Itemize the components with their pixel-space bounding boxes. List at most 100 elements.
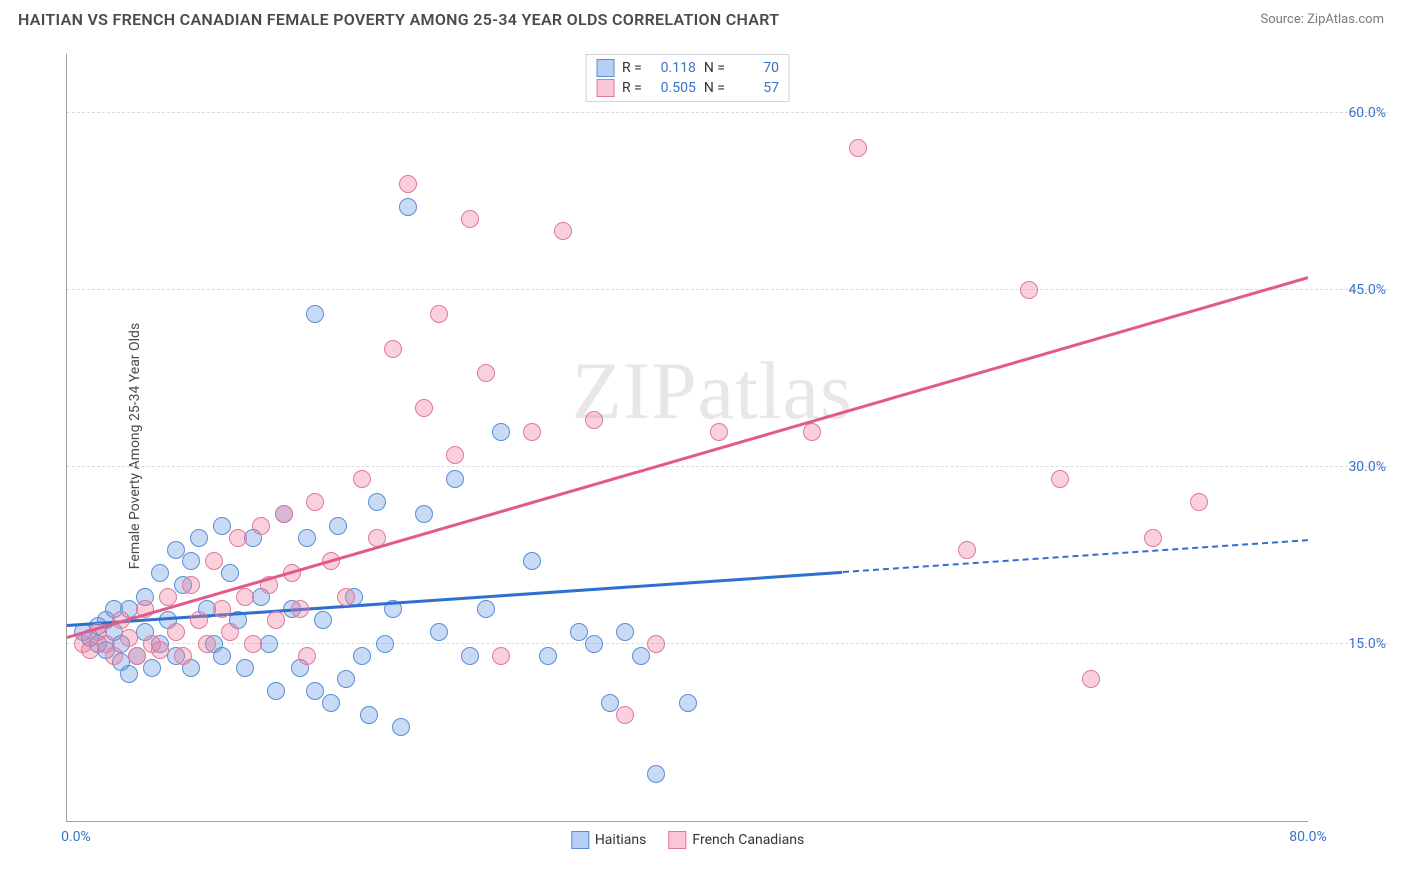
scatter-point — [306, 305, 324, 323]
scatter-point — [849, 139, 867, 157]
scatter-point — [151, 641, 169, 659]
legend-label-1: Haitians — [595, 832, 647, 848]
legend-swatch-2 — [596, 79, 614, 97]
legend-r-label: R = — [622, 60, 642, 76]
scatter-point — [337, 670, 355, 688]
legend-r-label: R = — [622, 80, 642, 96]
scatter-point — [298, 529, 316, 547]
scatter-point — [236, 659, 254, 677]
legend-n-value-1: 70 — [733, 60, 779, 76]
y-tick-label: 60.0% — [1348, 105, 1386, 121]
scatter-point — [298, 647, 316, 665]
scatter-point — [492, 647, 510, 665]
scatter-point — [128, 647, 146, 665]
source-label: Source: ZipAtlas.com — [1260, 12, 1384, 27]
scatter-point — [314, 611, 332, 629]
legend-r-value-2: 0.505 — [650, 80, 696, 96]
scatter-point — [151, 564, 169, 582]
legend-r-value-1: 0.118 — [650, 60, 696, 76]
scatter-point — [492, 423, 510, 441]
scatter-point — [647, 765, 665, 783]
scatter-point — [267, 611, 285, 629]
scatter-point — [958, 541, 976, 559]
scatter-point — [353, 647, 371, 665]
scatter-point — [360, 706, 378, 724]
scatter-point — [159, 588, 177, 606]
scatter-point — [105, 647, 123, 665]
x-tick-label: 0.0% — [61, 829, 91, 845]
scatter-point — [461, 210, 479, 228]
scatter-point — [213, 600, 231, 618]
scatter-point — [477, 600, 495, 618]
scatter-point — [376, 635, 394, 653]
scatter-point — [392, 718, 410, 736]
legend-item-2: French Canadians — [668, 831, 804, 849]
scatter-point — [384, 340, 402, 358]
legend-n-label: N = — [704, 80, 725, 96]
chart-title: HAITIAN VS FRENCH CANADIAN FEMALE POVERT… — [18, 10, 779, 29]
scatter-point — [1144, 529, 1162, 547]
scatter-point — [1190, 493, 1208, 511]
legend-n-value-2: 57 — [733, 80, 779, 96]
gridline — [67, 112, 1388, 113]
scatter-point — [430, 623, 448, 641]
scatter-point — [415, 505, 433, 523]
scatter-point — [329, 517, 347, 535]
scatter-point — [229, 529, 247, 547]
scatter-point — [198, 635, 216, 653]
scatter-point — [337, 588, 355, 606]
scatter-point — [252, 517, 270, 535]
scatter-point — [353, 470, 371, 488]
scatter-point — [182, 576, 200, 594]
scatter-point — [1082, 670, 1100, 688]
scatter-point — [554, 222, 572, 240]
scatter-point — [143, 659, 161, 677]
scatter-point — [205, 552, 223, 570]
chart-container: Female Poverty Among 25-34 Year Olds ZIP… — [18, 42, 1388, 850]
scatter-point — [523, 552, 541, 570]
scatter-point — [306, 682, 324, 700]
legend-correlation-box: R = 0.118 N = 70 R = 0.505 N = 57 — [585, 54, 790, 102]
scatter-point — [399, 175, 417, 193]
legend-row-series-2: R = 0.505 N = 57 — [596, 79, 779, 97]
y-tick-label: 15.0% — [1348, 636, 1386, 652]
scatter-point — [461, 647, 479, 665]
scatter-point — [679, 694, 697, 712]
scatter-point — [616, 623, 634, 641]
scatter-point — [167, 541, 185, 559]
scatter-point — [213, 517, 231, 535]
scatter-point — [803, 423, 821, 441]
scatter-point — [523, 423, 541, 441]
legend-item-1: Haitians — [571, 831, 647, 849]
legend-series-box: Haitians French Canadians — [571, 831, 804, 849]
scatter-point — [601, 694, 619, 712]
scatter-point — [446, 446, 464, 464]
legend-swatch-b2 — [668, 831, 686, 849]
scatter-point — [167, 623, 185, 641]
scatter-point — [446, 470, 464, 488]
legend-label-2: French Canadians — [692, 832, 804, 848]
scatter-point — [477, 364, 495, 382]
gridline — [67, 289, 1388, 290]
scatter-point — [616, 706, 634, 724]
scatter-point — [260, 635, 278, 653]
scatter-point — [221, 623, 239, 641]
y-tick-label: 30.0% — [1348, 459, 1386, 475]
trend-line-extrapolated — [843, 539, 1309, 573]
scatter-point — [182, 552, 200, 570]
scatter-point — [221, 564, 239, 582]
plot-area: ZIPatlas R = 0.118 N = 70 R = 0.505 N = … — [66, 54, 1308, 822]
scatter-point — [647, 635, 665, 653]
y-tick-label: 45.0% — [1348, 282, 1386, 298]
scatter-point — [710, 423, 728, 441]
scatter-point — [190, 529, 208, 547]
scatter-point — [275, 505, 293, 523]
scatter-point — [368, 493, 386, 511]
legend-row-series-1: R = 0.118 N = 70 — [596, 59, 779, 77]
scatter-point — [190, 611, 208, 629]
scatter-point — [291, 600, 309, 618]
scatter-point — [174, 647, 192, 665]
scatter-point — [244, 635, 262, 653]
scatter-point — [322, 694, 340, 712]
scatter-point — [415, 399, 433, 417]
